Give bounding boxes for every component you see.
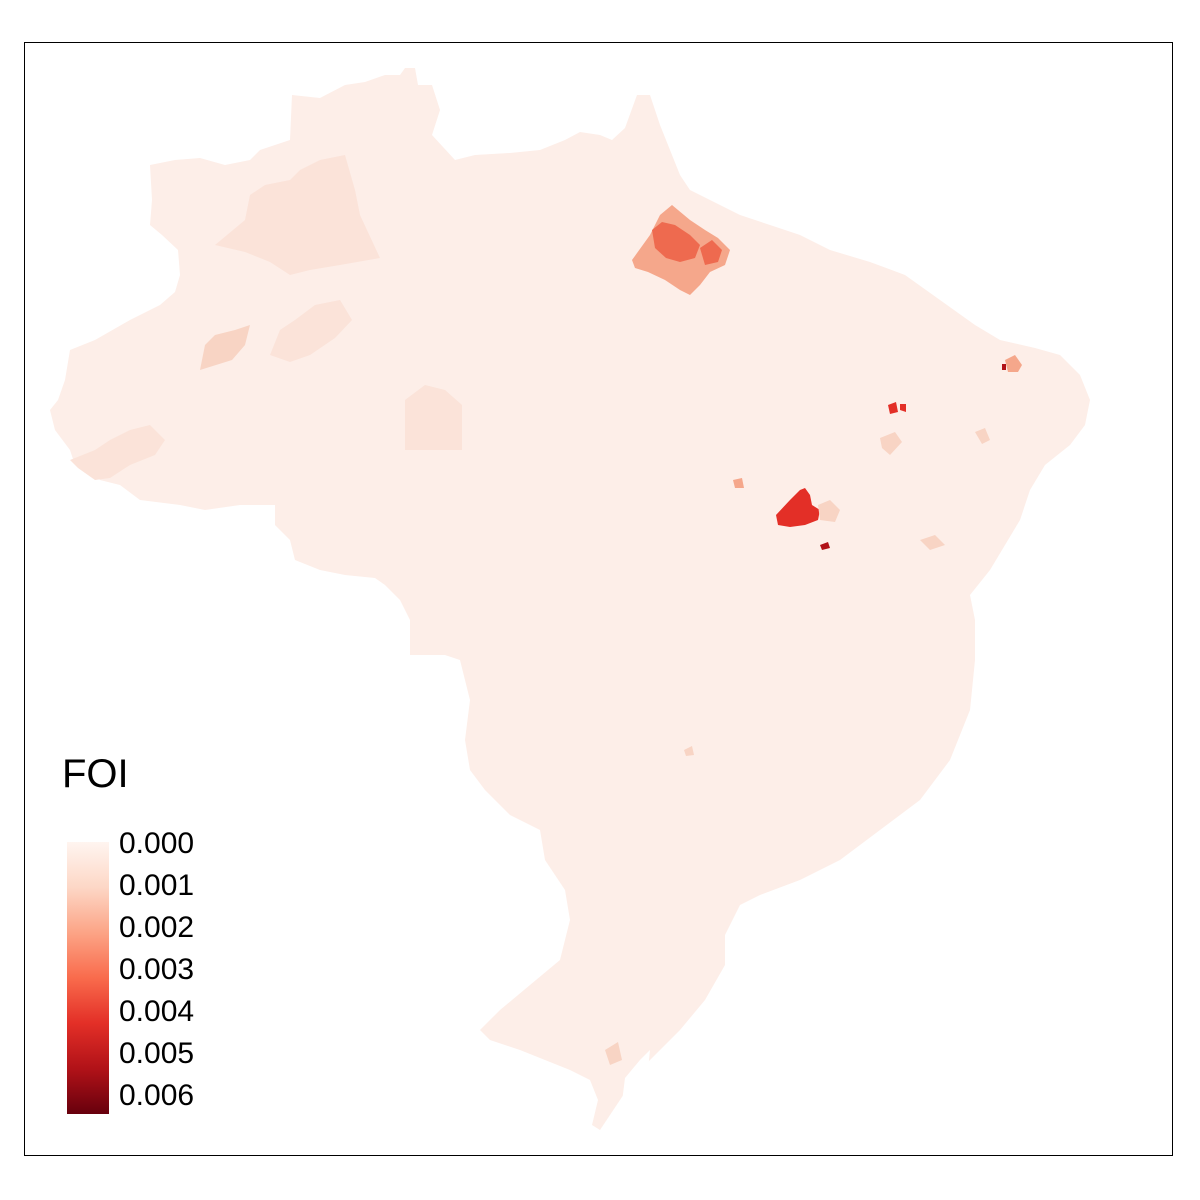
legend-label: 0.003 <box>119 953 195 986</box>
legend-label: 0.002 <box>119 911 195 944</box>
region-west-2 <box>405 385 462 450</box>
region-ne-hot-2 <box>900 404 906 412</box>
brazil-territory <box>50 68 1090 1130</box>
legend-title: FOI <box>62 752 129 796</box>
legend-label: 0.006 <box>119 1079 195 1112</box>
region-para-hot-2 <box>700 240 722 265</box>
region-northwest-2 <box>200 325 250 370</box>
region-bahia-small <box>820 542 830 550</box>
region-bahia-hotspot <box>776 488 820 527</box>
legend-label: 0.000 <box>119 827 195 860</box>
region-ne-hot-5 <box>733 478 744 488</box>
region-west-1 <box>270 300 352 362</box>
region-ne-hot-1 <box>888 402 898 414</box>
legend-label: 0.005 <box>119 1037 195 1070</box>
region-mg-hot <box>684 746 694 756</box>
legend-label: 0.001 <box>119 869 195 902</box>
region-ne-hot-8 <box>920 535 945 550</box>
legend-label: 0.004 <box>119 995 195 1028</box>
legend-color-bar <box>67 842 109 1114</box>
region-ne-hot-4 <box>1002 364 1006 370</box>
region-ne-hot-6 <box>880 432 902 455</box>
region-south-1 <box>605 1042 622 1065</box>
region-acre <box>70 425 165 480</box>
region-ne-hot-3 <box>1005 355 1022 372</box>
lagoon <box>622 1050 650 1102</box>
region-para-hot-1 <box>652 222 700 262</box>
region-northwest-1 <box>215 155 380 275</box>
region-ne-hot-7 <box>975 428 990 444</box>
region-bahia-adjacent <box>818 500 840 522</box>
